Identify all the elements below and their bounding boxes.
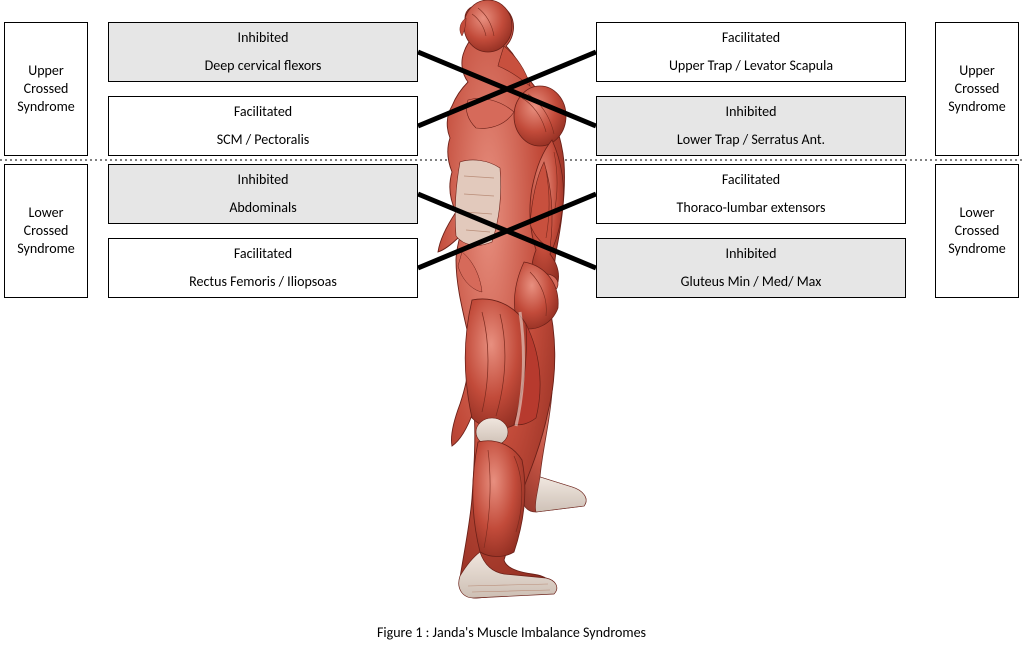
muscle-name: Thoraco-lumbar extensors [677,199,826,217]
muscle-name: Gluteus Min / Med/ Max [681,273,822,291]
syndrome-label: Upper Crossed Syndrome [9,62,83,117]
muscle-status: Inhibited [238,29,289,47]
muscle-box-upper-left-anterior: Inhibited Deep cervical flexors [108,22,418,82]
muscle-name: Upper Trap / Levator Scapula [669,57,833,75]
syndrome-label: Lower Crossed Syndrome [940,204,1014,259]
muscle-status: Inhibited [726,103,777,121]
muscle-status: Inhibited [238,171,289,189]
diagram-canvas: Upper Crossed Syndrome Upper Crossed Syn… [0,0,1023,658]
muscle-box-lower-left-posterior: Facilitated Rectus Femoris / Iliopsoas [108,238,418,298]
muscle-box-lower-left-anterior: Inhibited Abdominals [108,164,418,224]
muscle-status: Facilitated [722,171,780,189]
muscle-status: Inhibited [726,245,777,263]
muscle-box-upper-right-anterior: Facilitated Upper Trap / Levator Scapula [596,22,906,82]
muscle-box-upper-left-posterior: Facilitated SCM / Pectoralis [108,96,418,156]
muscle-box-lower-right-posterior: Inhibited Gluteus Min / Med/ Max [596,238,906,298]
muscle-name: Lower Trap / Serratus Ant. [677,131,825,149]
muscle-name: Abdominals [229,199,296,217]
muscle-box-lower-right-anterior: Facilitated Thoraco-lumbar extensors [596,164,906,224]
muscle-name: Rectus Femoris / Iliopsoas [189,273,337,291]
syndrome-label: Lower Crossed Syndrome [9,204,83,259]
muscle-status: Facilitated [234,103,292,121]
muscle-status: Facilitated [722,29,780,47]
muscle-box-upper-right-posterior: Inhibited Lower Trap / Serratus Ant. [596,96,906,156]
figure-caption: Figure 1 : Janda's Muscle Imbalance Synd… [0,624,1023,641]
muscle-name: SCM / Pectoralis [217,131,310,149]
muscle-name: Deep cervical flexors [205,57,322,75]
syndrome-box-right-lower: Lower Crossed Syndrome [935,164,1019,298]
syndrome-box-right-upper: Upper Crossed Syndrome [935,22,1019,156]
syndrome-label: Upper Crossed Syndrome [940,62,1014,117]
syndrome-box-left-upper: Upper Crossed Syndrome [4,22,88,156]
muscle-status: Facilitated [234,245,292,263]
syndrome-box-left-lower: Lower Crossed Syndrome [4,164,88,298]
